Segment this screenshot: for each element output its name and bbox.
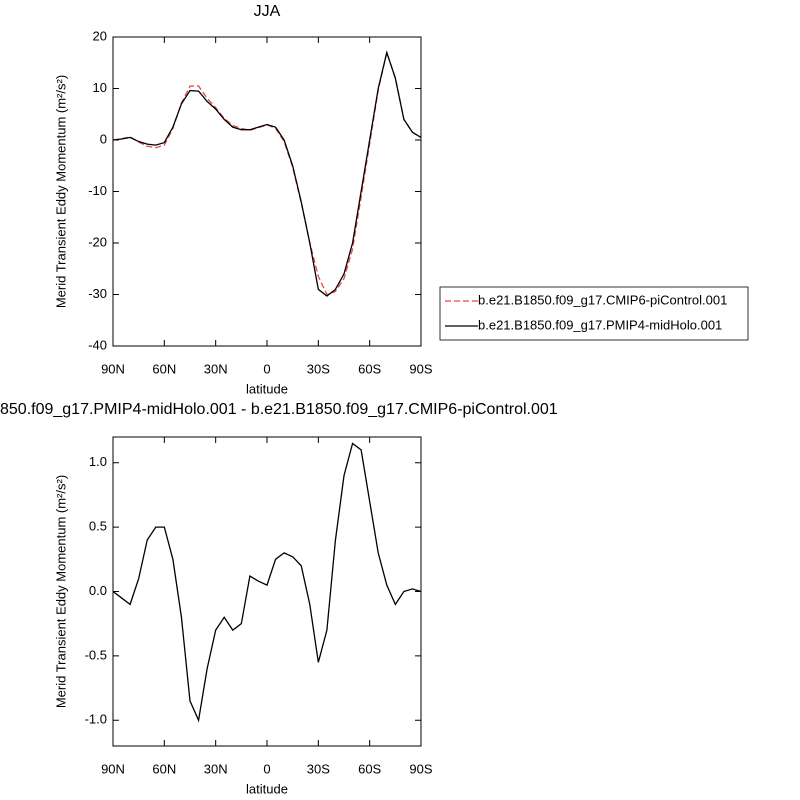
x-tick-label: 0 xyxy=(263,361,270,376)
y-tick-label: 20 xyxy=(93,28,107,43)
y-tick-label: 0.0 xyxy=(89,583,107,598)
y-tick-label: 10 xyxy=(93,80,107,95)
x-tick-label: 60N xyxy=(152,361,176,376)
plot-frame xyxy=(112,36,422,347)
data-line xyxy=(112,50,422,296)
y-tick-label: -10 xyxy=(88,183,107,198)
x-axis-label: latitude xyxy=(246,781,288,796)
chart-title: 850.f09_g17.PMIP4-midHolo.001 - b.e21.B1… xyxy=(0,401,558,418)
y-tick-label: 0 xyxy=(100,131,107,146)
y-tick-label: -30 xyxy=(88,286,107,301)
chart-title: JJA xyxy=(254,3,281,20)
y-tick-label: 0.5 xyxy=(89,519,107,534)
x-tick-label: 60N xyxy=(152,761,176,776)
x-tick-label: 60S xyxy=(358,761,381,776)
y-tick-label: -0.5 xyxy=(85,647,107,662)
x-tick-label: 90N xyxy=(101,361,125,376)
x-tick-label: 90S xyxy=(409,761,432,776)
data-line xyxy=(112,50,422,297)
y-tick-label: 1.0 xyxy=(89,454,107,469)
y-tick-label: -1.0 xyxy=(85,712,107,727)
x-tick-label: 30N xyxy=(204,361,228,376)
y-axis-label: Merid Transient Eddy Momentum (m²/s²) xyxy=(53,475,68,708)
data-line xyxy=(112,442,422,723)
legend-box xyxy=(439,286,749,341)
legend-label: b.e21.B1850.f09_g17.PMIP4-midHolo.001 xyxy=(478,317,722,332)
x-tick-label: 90S xyxy=(409,361,432,376)
plot-frame xyxy=(112,436,422,747)
x-axis-label: latitude xyxy=(246,381,288,396)
y-tick-label: -40 xyxy=(88,337,107,352)
x-tick-label: 90N xyxy=(101,761,125,776)
x-tick-label: 30S xyxy=(307,761,330,776)
y-axis-label: Merid Transient Eddy Momentum (m²/s²) xyxy=(53,75,68,308)
x-tick-label: 30N xyxy=(204,761,228,776)
legend-label: b.e21.B1850.f09_g17.CMIP6-piControl.001 xyxy=(478,292,727,307)
y-tick-label: -20 xyxy=(88,234,107,249)
x-tick-label: 30S xyxy=(307,361,330,376)
x-tick-label: 0 xyxy=(263,761,270,776)
x-tick-label: 60S xyxy=(358,361,381,376)
